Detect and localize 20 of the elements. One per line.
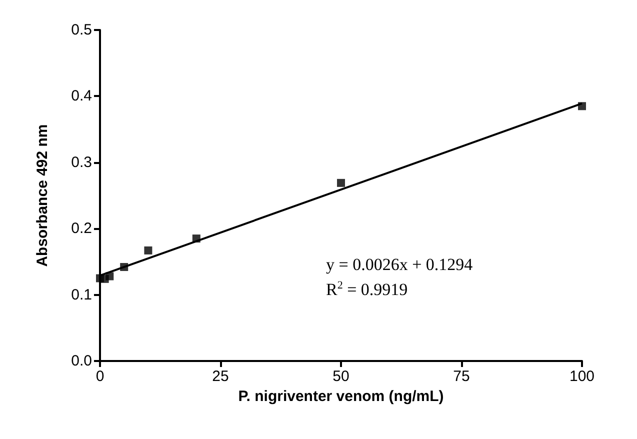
point [120,262,128,271]
y-tick-label: 0.5 [71,22,92,38]
y-tick-label: 0.1 [71,286,92,304]
y-tick-label: 0.4 [71,88,92,105]
annotation: y = 0.0026x + 0.1294 [326,255,474,274]
y-tick-label: 0.0 [71,352,92,370]
x-tick-label: 0 [96,368,104,385]
y-axis-title: Absorbance 492 nm [34,124,51,267]
x-tick-label: 100 [569,368,595,385]
x-tick-label: 75 [453,368,470,385]
x-tick-label: 50 [332,368,350,385]
y-tick-label: 0.3 [71,154,92,171]
point [192,234,200,243]
point [578,102,586,110]
y-tick-label: 0.2 [71,220,92,238]
x-tick-label: 25 [212,368,229,385]
point [144,246,152,254]
point [337,178,345,187]
point [106,272,114,280]
x-axis-title: P. nigriventer venom (ng/mL) [238,388,444,405]
